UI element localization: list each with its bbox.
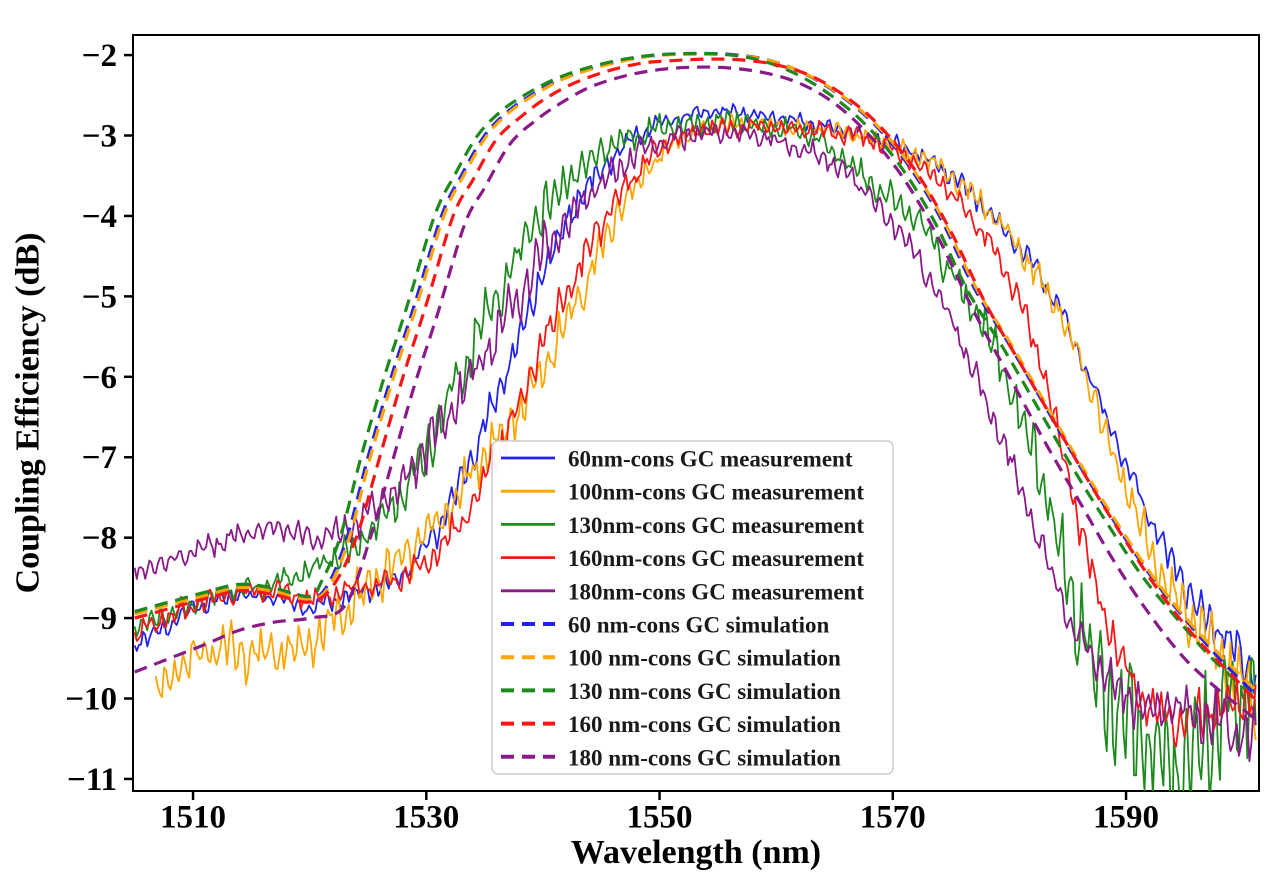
series-sim-130 — [134, 51, 1259, 702]
y-axis-tick-label: −9 — [82, 601, 117, 637]
legend-box — [491, 440, 894, 775]
y-axis-tick-label: −3 — [82, 119, 117, 155]
series-sim-160 — [134, 57, 1259, 704]
legend-item-sim-60: 60 nm-cons GC simulation — [501, 613, 830, 638]
legend-item-meas-100: 100nm-cons GC measurement — [501, 480, 864, 505]
legend-label: 180 nm-cons GC simulation — [568, 745, 841, 770]
y-axis-label: Coupling Efficiency (dB) — [10, 233, 47, 594]
y-axis-tick-label: −11 — [67, 762, 117, 798]
legend-label: 180nm-cons GC measurement — [568, 579, 864, 604]
x-axis-tick-label: 1590 — [1093, 799, 1159, 835]
y-axis-tick-label: −4 — [82, 199, 117, 235]
legend: 60nm-cons GC measurement 100nm-cons GC me… — [491, 440, 894, 775]
legend-label: 130nm-cons GC measurement — [568, 513, 864, 538]
y-axis-tick-label: −6 — [82, 360, 117, 396]
legend-item-sim-130: 130 nm-cons GC simulation — [501, 679, 841, 704]
series-meas-180 — [133, 124, 1257, 763]
legend-item-meas-130: 130nm-cons GC measurement — [501, 513, 864, 538]
y-axis-tick-label: −5 — [82, 279, 117, 315]
y-axis-tick-label: −2 — [82, 38, 117, 74]
legend-item-meas-180: 180nm-cons GC measurement — [501, 579, 864, 604]
legend-item-sim-100: 100 nm-cons GC simulation — [501, 646, 841, 671]
x-axis-tick-label: 1550 — [627, 799, 693, 835]
x-axis-tick-label: 1530 — [393, 799, 459, 835]
legend-item-sim-180: 180 nm-cons GC simulation — [501, 745, 841, 770]
x-axis-tick-label: 1570 — [860, 799, 926, 835]
y-axis-tick-label: −7 — [82, 440, 117, 476]
legend-label: 160 nm-cons GC simulation — [568, 712, 841, 737]
legend-label: 130 nm-cons GC simulation — [568, 679, 841, 704]
y-axis-tick-label: −10 — [65, 682, 117, 718]
legend-label: 60nm-cons GC measurement — [568, 447, 853, 472]
x-axis-label: Wavelength (nm) — [571, 834, 821, 871]
y-axis-tick-label: −8 — [82, 521, 117, 557]
legend-label: 60 nm-cons GC simulation — [568, 613, 830, 638]
legend-label: 100 nm-cons GC simulation — [568, 646, 841, 671]
legend-item-meas-60: 60nm-cons GC measurement — [501, 447, 853, 472]
legend-label: 100nm-cons GC measurement — [568, 480, 864, 505]
series-meas-130 — [133, 110, 1257, 791]
axes: 1510 1530 1550 1570 1590 −2 −3 −4 −5 −6 −7 −8 −9 −10 −… — [65, 34, 1260, 835]
legend-item-sim-160: 160 nm-cons GC simulation — [501, 712, 841, 737]
legend-item-meas-160: 160nm-cons GC measurement — [501, 546, 864, 571]
plot-frame — [132, 34, 1260, 792]
legend-label: 160nm-cons GC measurement — [568, 546, 864, 571]
series-sim-180 — [134, 65, 1259, 723]
plot-area — [133, 51, 1259, 791]
x-axis-tick-label: 1510 — [160, 799, 226, 835]
